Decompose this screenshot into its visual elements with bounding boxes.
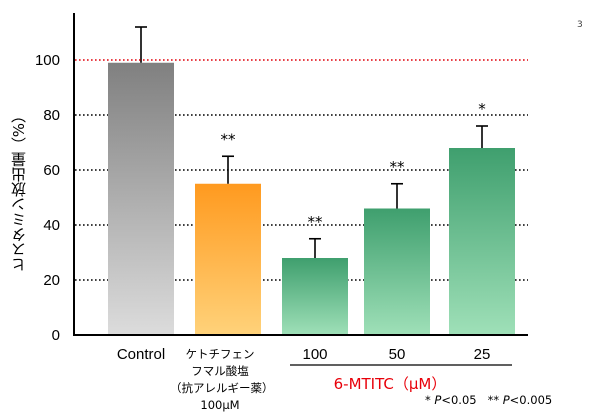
double-star: ** [487,393,503,407]
significance-note: * P<0.05 ** P<0.005 [425,393,552,407]
x-tick-label-control: Control [117,346,165,363]
x-tick-label-dose-100: 100 [302,346,327,363]
p-symbol-1: P [434,393,442,407]
ketotifen-label-line-3: （抗アレルギー薬） [170,381,274,395]
significance-mark-1: ** [221,130,237,148]
single-star: * [425,393,435,407]
p-symbol-2: P [502,393,510,407]
bar-3 [364,208,430,335]
ketotifen-label-line-2: フマル酸塩 [191,364,249,378]
bar-1 [195,183,261,335]
y-tick-label-60: 60 [43,162,60,179]
y-tick-label-40: 40 [43,217,60,234]
y-axis-title-wrap: ヒスタミン放出量（%） [3,60,33,320]
bar-0 [108,62,174,335]
bar-4 [449,148,515,335]
significance-mark-4: * [478,100,486,118]
ketotifen-label-line-4: 100μM [200,398,240,412]
bar-2 [282,258,348,335]
y-axis-title: ヒスタミン放出量（%） [9,107,28,273]
x-tick-label-dose-25: 25 [474,346,491,363]
x-tick-labels: Control 100 50 25 [117,346,491,363]
axes [73,13,528,366]
y-tick-label-80: 80 [43,107,60,124]
y-tick-labels: 0 20 40 60 80 100 [35,52,60,344]
mtitc-group-label: 6-MTITC（μM） [333,375,447,393]
p-threshold-1: <0.05 [441,393,477,407]
corner-mark: 3 [577,20,583,30]
bars: ******* [75,26,528,335]
significance-mark-3: ** [390,158,406,176]
p-threshold-2: <0.005 [509,393,553,407]
y-tick-label-0: 0 [52,327,60,344]
significance-mark-2: ** [308,213,324,231]
x-tick-label-dose-50: 50 [389,346,406,363]
ketotifen-label-line-1: ケトチフェン [185,347,255,361]
y-tick-label-20: 20 [43,272,60,289]
ketotifen-label: ケトチフェン フマル酸塩 （抗アレルギー薬） 100μM [170,346,274,414]
y-tick-label-100: 100 [35,52,60,69]
